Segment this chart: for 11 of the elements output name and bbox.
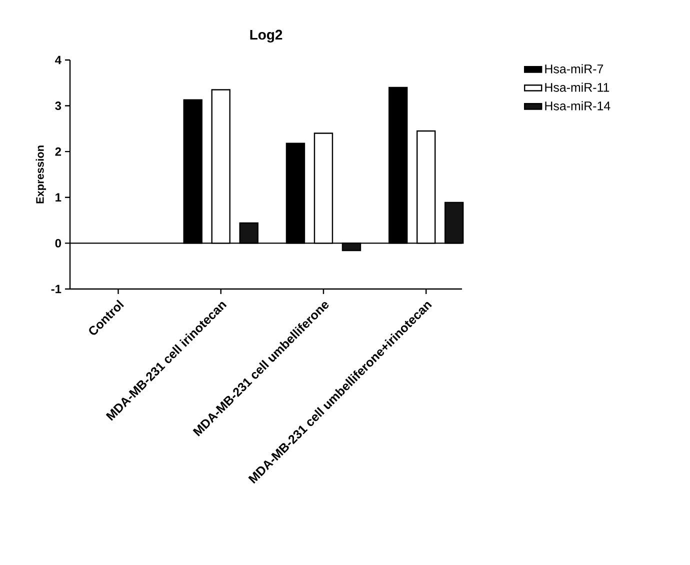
y-tick-label: 0 [55, 238, 61, 248]
y-tick-label: 2 [55, 147, 62, 156]
legend-label: Hsa-miR-11 [545, 82, 610, 92]
y-tick-label: -1 [51, 284, 62, 294]
y-tick-label: 4 [55, 56, 62, 64]
legend-label: Hsa-miR-7 [545, 64, 604, 74]
y-tick-label: 1 [56, 193, 62, 202]
y-axis-title: Expression [36, 146, 46, 204]
chart-title: Log2 [250, 30, 282, 42]
legend-label: Hsa-miR-14 [545, 101, 610, 110]
y-tick-label: 3 [55, 102, 62, 110]
